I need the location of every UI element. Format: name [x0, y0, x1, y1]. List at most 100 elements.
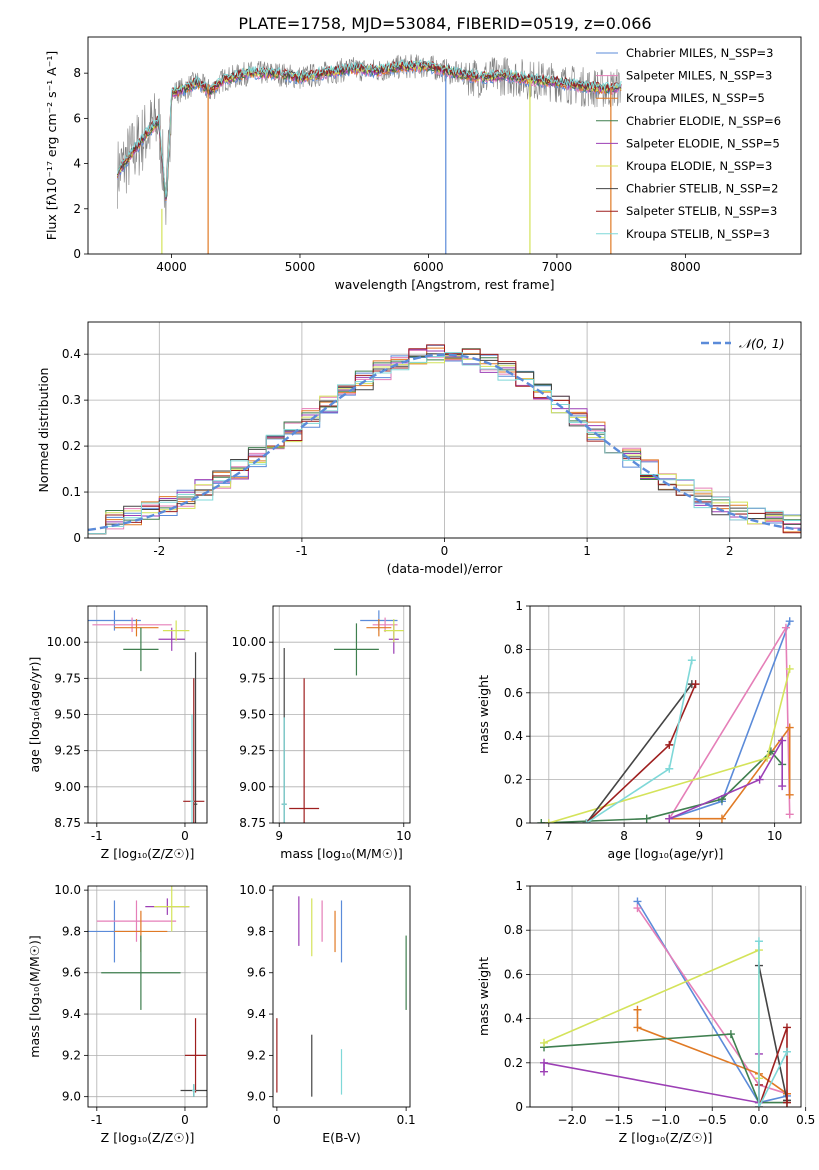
weight-point-chabrier-elodie — [537, 819, 546, 823]
weight-line-chabrier-stelib — [758, 965, 788, 1101]
y-tick-label: 1 — [515, 599, 523, 613]
x-tick-label: -1 — [91, 829, 103, 843]
y-tick-label: 0.6 — [504, 967, 523, 981]
legend-label-normal: 𝒩(0, 1) — [739, 336, 785, 351]
weight-point-kroupa-stelib — [754, 1103, 763, 1107]
panel-age_vs_Z: -1 0 8.75 9.00 9.25 9.50 9.75 10.00 Z [log₁₀(Z/Z… — [27, 605, 208, 861]
x-axis-label: (data-model)/error — [387, 561, 504, 576]
y-tick-label: 0.4 — [62, 347, 81, 361]
plot-area — [540, 897, 791, 1107]
x-tick-label: −2.0 — [557, 1113, 586, 1127]
x-tick-label: -1 — [296, 544, 308, 558]
y-tick-label: 10.00 — [47, 635, 81, 649]
weight-point-kroupa-miles — [633, 1005, 642, 1014]
legend-label: Kroupa MILES, N_SSP=5 — [626, 91, 765, 105]
y-tick-label: 10.00 — [232, 635, 266, 649]
weight-line-salpeter-miles — [668, 624, 791, 820]
weight-point-salpeter-stelib — [782, 1023, 791, 1032]
x-tick-label: 0.0 — [749, 1113, 768, 1127]
legend-label: Salpeter STELIB, N_SSP=3 — [626, 204, 777, 218]
x-tick-label: 1 — [583, 544, 591, 558]
y-tick-label: 9.6 — [62, 966, 81, 980]
x-axis-label: Z [log₁₀(Z/Z☉)] — [619, 1130, 713, 1145]
weight-point-kroupa-miles — [717, 814, 726, 823]
y-tick-label: 0.8 — [504, 923, 523, 937]
weight-line-salpeter-stelib — [758, 1027, 788, 1107]
y-tick-label: 8.75 — [54, 816, 81, 830]
weight-point-kroupa-elodie — [544, 819, 553, 823]
y-tick-label: 8.75 — [239, 816, 266, 830]
panel-weight_vs_Z: −2.0 −1.5 −1.0 −0.5 0.0 0.5 0 0.2 0.4 0.6 0.8 1 Z [l… — [476, 879, 815, 1145]
legend-label: Salpeter MILES, N_SSP=3 — [626, 69, 772, 83]
x-axis-label: mass [log₁₀(M/M☉)] — [280, 846, 402, 861]
y-tick-label: 9.25 — [239, 744, 266, 758]
y-tick-label: 9.2 — [62, 1048, 81, 1062]
weight-point-salpeter-miles — [781, 623, 790, 632]
y-tick-label: 9.2 — [247, 1048, 266, 1062]
weight-point-kroupa-elodie — [763, 753, 772, 762]
y-axis-label: mass [log₁₀(M/M☉)] — [27, 935, 42, 1057]
x-tick-label: -2 — [153, 544, 165, 558]
y-tick-label: 0 — [73, 531, 81, 545]
y-tick-label: 0.2 — [504, 1056, 523, 1070]
panel-weight_vs_age: 7 8 9 10 0 0.2 0.4 0.6 0.8 1 age [log₁₀(age/yr)] ma… — [476, 599, 802, 861]
weight-point-salpeter-miles — [633, 904, 642, 913]
x-tick-label: 2 — [726, 544, 734, 558]
y-tick-label: 9.0 — [62, 1090, 81, 1104]
weight-point-salpeter-stelib — [782, 1098, 791, 1107]
weight-line-salpeter-elodie — [668, 737, 783, 820]
weight-point-salpeter-elodie — [778, 736, 787, 745]
weight-line-kroupa-stelib — [586, 660, 693, 823]
x-tick-label: 0 — [441, 544, 449, 558]
y-tick-label: 8 — [73, 66, 81, 80]
legend-label: Chabrier MILES, N_SSP=3 — [626, 46, 773, 60]
y-tick-label: 9.50 — [54, 708, 81, 722]
panel-mass_vs_Z: -1 0 9.0 9.2 9.4 9.6 9.8 10.0 Z [log₁₀(Z/Z☉)] mas… — [27, 883, 208, 1145]
weight-point-salpeter-elodie — [540, 1058, 549, 1067]
x-axis-label: E(B-V) — [322, 1130, 361, 1145]
x-tick-label: 0.1 — [397, 1113, 416, 1127]
y-tick-label: 0.2 — [504, 773, 523, 787]
y-tick-label: 0 — [515, 816, 523, 830]
axes-frame — [529, 885, 802, 1108]
axes-frame — [272, 605, 411, 824]
weight-point-chabrier-elodie — [726, 1030, 735, 1039]
weight-point-salpeter-miles — [785, 810, 794, 819]
weight-point-kroupa-stelib — [754, 937, 763, 946]
plot-area — [281, 610, 404, 823]
figure-title: PLATE=1758, MJD=53084, FIBERID=0519, z=0… — [238, 14, 651, 33]
x-axis-label: age [log₁₀(age/yr)] — [608, 846, 724, 861]
y-tick-label: 10.0 — [54, 883, 81, 897]
x-tick-label: 10 — [396, 829, 411, 843]
weight-point-salpeter-elodie — [540, 1067, 549, 1076]
x-tick-label: -1 — [91, 1113, 103, 1127]
x-axis-label: Z [log₁₀(Z/Z☉)] — [101, 1130, 195, 1145]
weight-point-kroupa-miles — [785, 723, 794, 732]
x-tick-label: 6000 — [413, 260, 444, 274]
y-tick-label: 0.4 — [504, 1012, 523, 1026]
weight-point-salpeter-stelib — [691, 680, 700, 689]
y-tick-label: 9.75 — [239, 671, 266, 685]
weight-point-salpeter-stelib — [665, 740, 674, 749]
weight-point-chabrier-elodie — [642, 814, 651, 823]
y-tick-label: 0.2 — [62, 439, 81, 453]
axes-frame — [87, 321, 802, 539]
weight-point-salpeter-elodie — [665, 814, 674, 823]
y-tick-label: 9.00 — [239, 780, 266, 794]
panel-mass_vs_ebv: 0 0.1 9.0 9.2 9.4 9.6 9.8 10.0 E(B-V) — [239, 883, 415, 1145]
panel-residuals: -2 -1 0 1 2 0 0.1 0.2 0.3 0.4 (data-model)/error No… — [36, 321, 802, 576]
axes-frame — [87, 605, 208, 824]
y-tick-label: 0.1 — [62, 485, 81, 499]
weight-line-chabrier-elodie — [543, 1033, 787, 1104]
x-tick-label: 0 — [273, 1113, 281, 1127]
weight-point-chabrier-miles — [785, 617, 794, 626]
y-tick-label: 9.6 — [247, 966, 266, 980]
y-tick-label: 9.0 — [247, 1090, 266, 1104]
y-tick-label: 0.6 — [504, 686, 523, 700]
y-tick-label: 9.75 — [54, 671, 81, 685]
y-axis-label: age [log₁₀(age/yr)] — [27, 657, 42, 773]
weight-line-kroupa-stelib — [758, 941, 788, 1107]
y-tick-label: 9.8 — [62, 924, 81, 938]
model-spectrum-kroupa-stelib — [117, 59, 622, 198]
y-tick-label: 9.50 — [239, 708, 266, 722]
